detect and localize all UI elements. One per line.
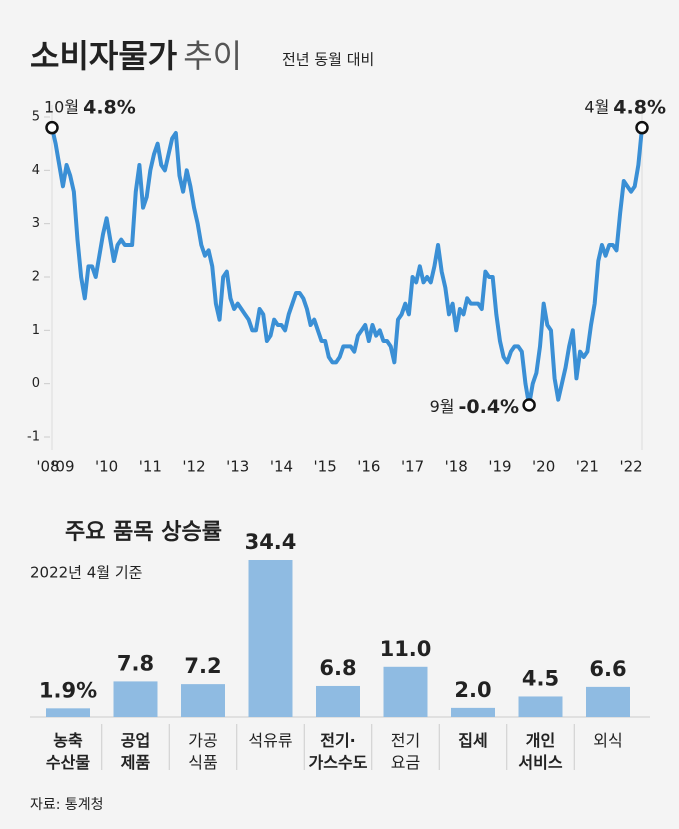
value-label: 2.0 — [454, 678, 491, 702]
title: 소비자물가 추이 — [30, 37, 242, 75]
bar — [383, 666, 428, 717]
title-light: 추이 — [183, 37, 242, 75]
category-line: 개인 — [526, 731, 555, 750]
value-label: 7.8 — [117, 651, 154, 675]
point-label: 4월 4.8% — [584, 96, 666, 118]
y-tick-label: 5 — [32, 110, 40, 125]
category-line: 가공 — [188, 731, 217, 750]
category-line: 제품 — [121, 753, 151, 772]
point-marker — [522, 398, 536, 412]
point-marker — [45, 120, 59, 135]
value-label: 4.8% — [613, 96, 666, 118]
subtitle: 전년 동월 대비 — [282, 51, 374, 69]
value-label: 11.0 — [380, 637, 432, 661]
category-label: 외식 — [593, 731, 622, 750]
value-label: 1.9% — [39, 678, 97, 702]
y-tick-label: 1 — [32, 323, 40, 338]
x-tick-label: '19 — [488, 458, 511, 476]
y-tick-label: 3 — [32, 216, 40, 231]
y-tick-label: -1 — [27, 430, 40, 445]
category-label: 석유류 — [248, 731, 292, 750]
x-tick-label: '11 — [139, 458, 162, 476]
x-tick-label: '10 — [95, 458, 118, 476]
category-label: 전기· 가스수도 — [309, 731, 368, 772]
x-tick-label: '21 — [576, 458, 599, 476]
bar — [586, 686, 630, 717]
line — [50, 127, 644, 407]
point-month: 4월 — [584, 97, 609, 116]
point-month: 9월 — [430, 397, 455, 416]
value-label: 6.8 — [319, 656, 356, 680]
category-line: 전기 — [391, 731, 420, 750]
x-tick-label: '09 — [51, 458, 74, 476]
source: 자료: 통계청 — [30, 797, 104, 813]
bar-title: 주요 품목 상승률 — [65, 520, 222, 545]
bar — [181, 684, 225, 717]
category-line: 석유류 — [248, 731, 292, 750]
bar — [46, 708, 90, 717]
category-line: 집세 — [458, 731, 487, 750]
category-line: 수산물 — [46, 753, 90, 772]
bar — [518, 696, 563, 717]
value-label: 6.6 — [589, 657, 626, 681]
point-month: 10월 — [44, 97, 79, 116]
x-tick-label: '20 — [532, 458, 555, 476]
x-tick-label: '16 — [357, 458, 380, 476]
x-tick-label: '08 — [36, 458, 59, 476]
value-label: 34.4 — [245, 530, 297, 554]
bar-subtitle: 2022년 4월 기준 — [30, 564, 143, 582]
point-marker — [635, 120, 649, 135]
point-label: 9월 -0.4% — [430, 396, 520, 418]
value-label: -0.4% — [459, 396, 520, 418]
category-line: 가스수도 — [309, 753, 368, 772]
bar — [451, 707, 495, 717]
x-tick-label: '17 — [401, 458, 424, 476]
x-tick-label: '18 — [445, 458, 468, 476]
x-tick-label: '14 — [270, 458, 293, 476]
value-label: 4.8% — [83, 96, 136, 118]
bar — [248, 560, 293, 717]
bar — [316, 685, 360, 717]
category-line: 농축 — [53, 731, 83, 750]
value-label: 4.5 — [522, 666, 559, 690]
category-line: 식품 — [188, 753, 217, 772]
bar — [113, 681, 158, 717]
category-line: 전기· — [320, 731, 356, 750]
x-tick-label: '15 — [314, 458, 337, 476]
point-label: 10월 4.8% — [44, 96, 136, 118]
x-tick-label: '12 — [182, 458, 205, 476]
y-tick-label: 0 — [32, 376, 40, 391]
category-line: 외식 — [593, 731, 622, 750]
value-label: 7.2 — [184, 654, 221, 678]
x-tick-label: '22 — [619, 458, 642, 476]
category-line: 서비스 — [518, 753, 562, 772]
category-line: 공업 — [121, 731, 150, 750]
category-label: 집세 — [458, 731, 487, 750]
x-tick-label: '13 — [226, 458, 249, 476]
y-tick-label: 4 — [32, 163, 40, 178]
category-line: 요금 — [391, 753, 420, 772]
title-main: 소비자물가 — [30, 37, 177, 75]
y-tick-label: 2 — [32, 270, 40, 285]
